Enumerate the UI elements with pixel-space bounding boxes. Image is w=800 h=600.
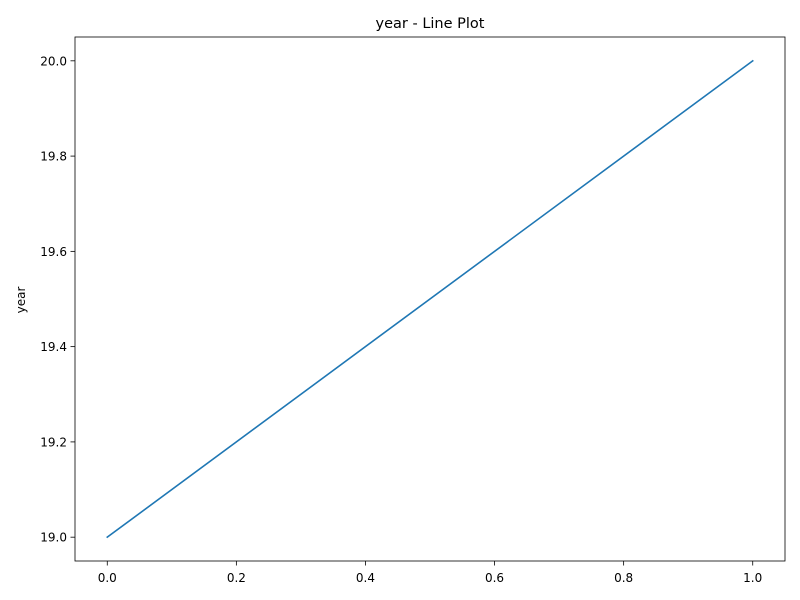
y-tick-label: 19.2 bbox=[40, 435, 67, 449]
y-tick-label: 19.4 bbox=[40, 340, 67, 354]
x-tick-label: 0.0 bbox=[98, 571, 117, 585]
x-tick-label: 0.8 bbox=[614, 571, 633, 585]
y-tick-label: 19.6 bbox=[40, 245, 67, 259]
x-tick-label: 0.6 bbox=[485, 571, 504, 585]
y-tick-label: 19.0 bbox=[40, 531, 67, 545]
y-axis-label: year bbox=[14, 287, 28, 314]
y-tick-label: 19.8 bbox=[40, 150, 67, 164]
x-axis: 0.0 0.2 0.4 0.6 0.8 1.0 bbox=[98, 561, 762, 585]
chart-title: year - Line Plot bbox=[376, 16, 485, 32]
y-axis: 19.0 19.2 19.4 19.6 19.8 20.0 bbox=[40, 54, 75, 545]
x-tick-label: 1.0 bbox=[743, 571, 762, 585]
series-line bbox=[106, 59, 754, 539]
x-tick-label: 0.2 bbox=[227, 571, 246, 585]
x-tick-label: 0.4 bbox=[356, 571, 375, 585]
axes-frame bbox=[74, 36, 786, 562]
series-layer bbox=[106, 59, 754, 539]
y-tick-label: 20.0 bbox=[40, 54, 67, 68]
